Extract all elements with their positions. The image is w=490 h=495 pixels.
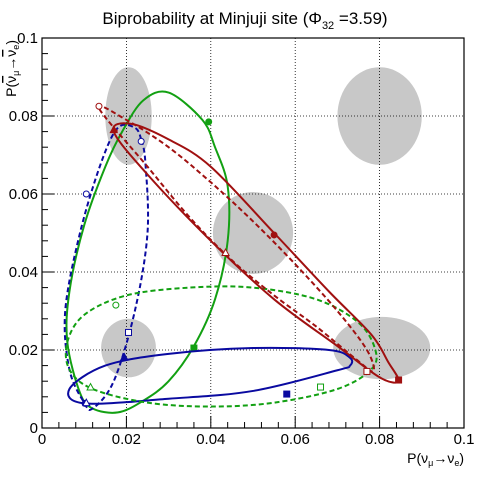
x-tick-label: 0.08 <box>365 431 394 448</box>
x-tick-label: 0.1 <box>454 431 475 448</box>
y-tick-label: 0.08 <box>9 108 38 125</box>
y-label-nubar2: ν <box>3 50 19 57</box>
series-3-marker <box>82 190 90 198</box>
y-axis-label-group: P(νμ→νe) <box>3 40 21 97</box>
gray-region-3 <box>212 192 294 274</box>
y-axis-label: P(νμ→νe) <box>3 40 21 97</box>
title-subscript: 32 <box>322 20 334 32</box>
series-4-marker <box>317 383 325 391</box>
series-4-marker <box>86 382 95 391</box>
y-tick-label: 0.06 <box>9 186 38 203</box>
plot-border <box>41 37 465 429</box>
y-tick-label: 0.04 <box>9 264 38 281</box>
series-6-marker <box>95 102 103 110</box>
series-group <box>63 90 403 414</box>
gray-region-4 <box>101 318 156 378</box>
series-5-marker <box>270 231 278 239</box>
series-line-3 <box>63 123 150 412</box>
x-tick-label: 0.02 <box>112 431 141 448</box>
series-line-4 <box>64 285 378 408</box>
series-2-marker <box>283 390 291 398</box>
x-tick-label: 0.04 <box>196 431 225 448</box>
y-label-sub2: e <box>11 45 21 50</box>
x-tick-label: 0 <box>38 431 46 448</box>
series-3-marker <box>125 328 133 336</box>
y-label-sub1: μ <box>11 71 21 76</box>
y-tick-label: 0 <box>30 420 38 437</box>
title-suffix: =3.59) <box>334 9 387 28</box>
x-label-sub1: μ <box>428 458 433 468</box>
y-label-arrow: → <box>3 57 19 71</box>
title-prefix: Biprobability at Minjuji site ( <box>102 9 308 28</box>
y-label-base: P( <box>3 83 19 97</box>
series-3-marker <box>137 137 145 145</box>
grid <box>42 38 464 428</box>
series-4-marker <box>112 301 120 309</box>
y-tick-label: 0.1 <box>17 30 38 47</box>
series-5-marker <box>395 376 403 384</box>
x-label-base: P(ν <box>407 450 428 466</box>
series-3-marker <box>81 398 91 407</box>
x-label-arrow: →ν <box>433 450 454 466</box>
series-line-2 <box>67 346 354 405</box>
series-6-marker <box>221 247 230 256</box>
series-6-marker <box>363 367 371 375</box>
axis-ticks: 00 0.02 0.02 0.04 0.04 0.06 0.06 0.08 0.08 0.1 0.1 <box>9 30 475 448</box>
x-tick-label: 0.06 <box>281 431 310 448</box>
series-1-marker <box>205 118 213 126</box>
y-tick-label: 0.02 <box>9 342 38 359</box>
series-line-6 <box>97 104 376 373</box>
title-symbol: Φ <box>308 9 322 28</box>
x-axis-label: P(νμ→νe) <box>407 450 464 468</box>
y-label-nubar: ν <box>3 76 19 83</box>
x-label-sub2: e <box>454 458 459 468</box>
x-label-close: ) <box>459 450 464 466</box>
chart-title: Biprobability at Minjuji site (Φ32 =3.59… <box>102 9 387 32</box>
y-label-close: ) <box>3 40 19 45</box>
